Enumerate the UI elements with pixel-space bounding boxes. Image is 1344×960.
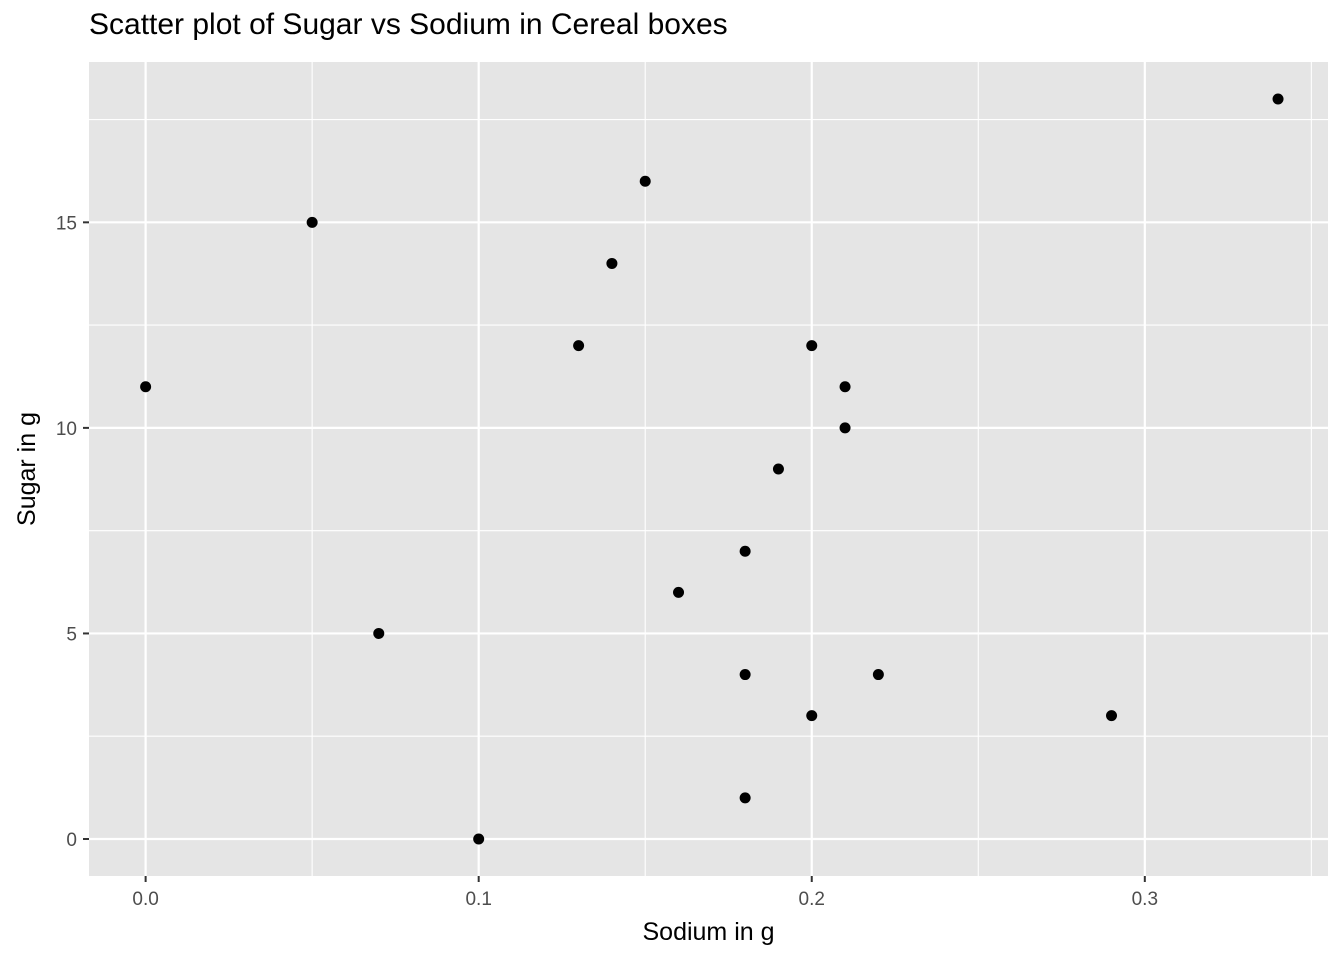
data-point (1272, 93, 1284, 105)
data-point (673, 586, 685, 598)
data-point (373, 627, 385, 639)
data-point (606, 257, 618, 269)
data-point (839, 422, 851, 434)
y-tick-label: 15 (56, 213, 77, 234)
y-tick-label: 10 (56, 419, 77, 440)
y-axis-title: Sugar in g (13, 412, 41, 526)
major-grid (89, 62, 1328, 876)
plot-panel (89, 62, 1328, 876)
data-point (1106, 710, 1118, 722)
x-tick-label: 0.2 (799, 889, 825, 910)
x-tick-label: 0.1 (465, 889, 491, 910)
x-tick-label: 0.3 (1132, 889, 1158, 910)
data-point (639, 175, 651, 187)
data-point (806, 340, 818, 352)
data-point (839, 381, 851, 393)
data-point (739, 669, 751, 681)
data-points (140, 93, 1284, 845)
data-point (739, 792, 751, 804)
y-axis: 0 5 10 15 (56, 213, 89, 851)
data-point (739, 545, 751, 557)
data-point (306, 216, 318, 228)
y-tick-label: 5 (66, 624, 77, 645)
data-point (772, 463, 784, 475)
x-tick-label: 0.0 (132, 889, 158, 910)
y-tick-label: 0 (66, 830, 77, 851)
data-point (806, 710, 818, 722)
chart-title: Scatter plot of Sugar vs Sodium in Cerea… (89, 8, 728, 41)
x-axis: 0.0 0.1 0.2 0.3 (132, 876, 1158, 910)
data-point (573, 340, 585, 352)
minor-grid (89, 62, 1328, 876)
data-point (872, 669, 884, 681)
x-axis-title: Sodium in g (642, 918, 774, 946)
data-point (140, 381, 152, 393)
data-point (473, 833, 485, 845)
